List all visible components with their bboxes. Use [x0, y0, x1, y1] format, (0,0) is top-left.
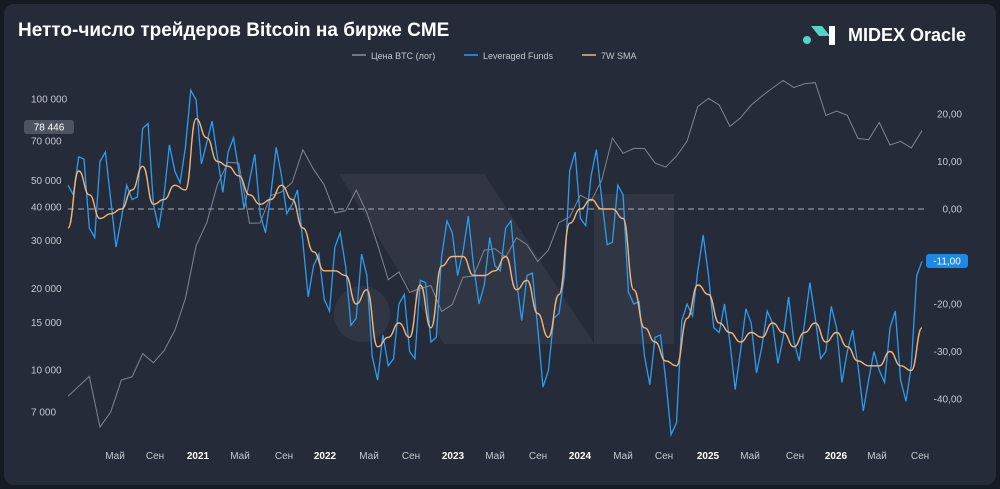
y-right-tick-label: -20,00	[934, 300, 963, 311]
watermark-logo	[334, 174, 674, 344]
x-tick-label: 2024	[569, 451, 592, 462]
y-right-tick-label: 20,00	[937, 110, 962, 121]
y-left-tick-label: 30 000	[31, 236, 62, 247]
x-tick-label: Май	[867, 451, 887, 462]
x-tick-label: 2026	[825, 451, 848, 462]
midex-logo-icon	[802, 26, 835, 45]
funds-last-badge-label: -11,00	[933, 257, 961, 268]
chart-title: Нетто-число трейдеров Bitcoin на бирже C…	[18, 20, 450, 41]
brand: MIDEX Oracle	[802, 23, 966, 47]
btc-last-badge-label: 78 446	[34, 123, 65, 134]
legend-label-2: 7W SMA	[601, 51, 637, 61]
x-tick-label: Май	[613, 451, 633, 462]
x-tick-label: Сен	[529, 451, 547, 462]
y-left-tick-label: 15 000	[31, 318, 62, 329]
leveraged-funds-line	[67, 88, 923, 438]
x-tick-label: 2021	[187, 451, 210, 462]
chart-card: Нетто-число трейдеров Bitcoin на бирже C…	[4, 4, 996, 485]
x-tick-label: Сен	[275, 451, 293, 462]
x-tick-label: Май	[359, 451, 379, 462]
x-tick-label: Сен	[786, 451, 804, 462]
x-tick-label: Май	[740, 451, 760, 462]
y-left-tick-label: 50 000	[31, 176, 62, 187]
x-tick-label: Сен	[911, 451, 929, 462]
btc-price-line	[67, 79, 923, 429]
y-left-tick-label: 7 000	[31, 407, 56, 418]
brand-name: MIDEX Oracle	[847, 24, 966, 45]
y-left-tick-label: 40 000	[31, 202, 62, 213]
legend-label-1: Leveraged Funds	[483, 51, 554, 61]
x-tick-label: 2025	[697, 451, 720, 462]
y-right-tick-label: -30,00	[934, 347, 963, 358]
sma-line	[67, 118, 923, 372]
btc-last-badge	[24, 120, 74, 134]
x-tick-label: Май	[105, 451, 125, 462]
x-tick-label: Май	[230, 451, 250, 462]
x-tick-label: Май	[485, 451, 505, 462]
chart-svg: Цена BTC (лог) Leveraged Funds 7W SMA 100 0…	[24, 51, 968, 462]
x-tick-label: 2022	[314, 451, 337, 462]
x-tick-label: 2023	[442, 451, 465, 462]
x-tick-label: Сен	[655, 451, 673, 462]
x-tick-label: Сен	[146, 451, 164, 462]
y-left-tick-label: 20 000	[31, 284, 62, 295]
y-right-tick-label: 10,00	[937, 157, 962, 168]
y-left-tick-label: 10 000	[31, 366, 62, 377]
y-right-tick-label: -40,00	[934, 395, 963, 406]
y-left-tick-label: 100 000	[31, 95, 68, 106]
funds-last-badge	[926, 254, 968, 268]
y-right-tick-label: 0,00	[943, 205, 963, 216]
legend-label-0: Цена BTC (лог)	[371, 51, 435, 61]
x-tick-label: Сен	[402, 451, 420, 462]
y-left-tick-label: 70 000	[31, 136, 62, 147]
